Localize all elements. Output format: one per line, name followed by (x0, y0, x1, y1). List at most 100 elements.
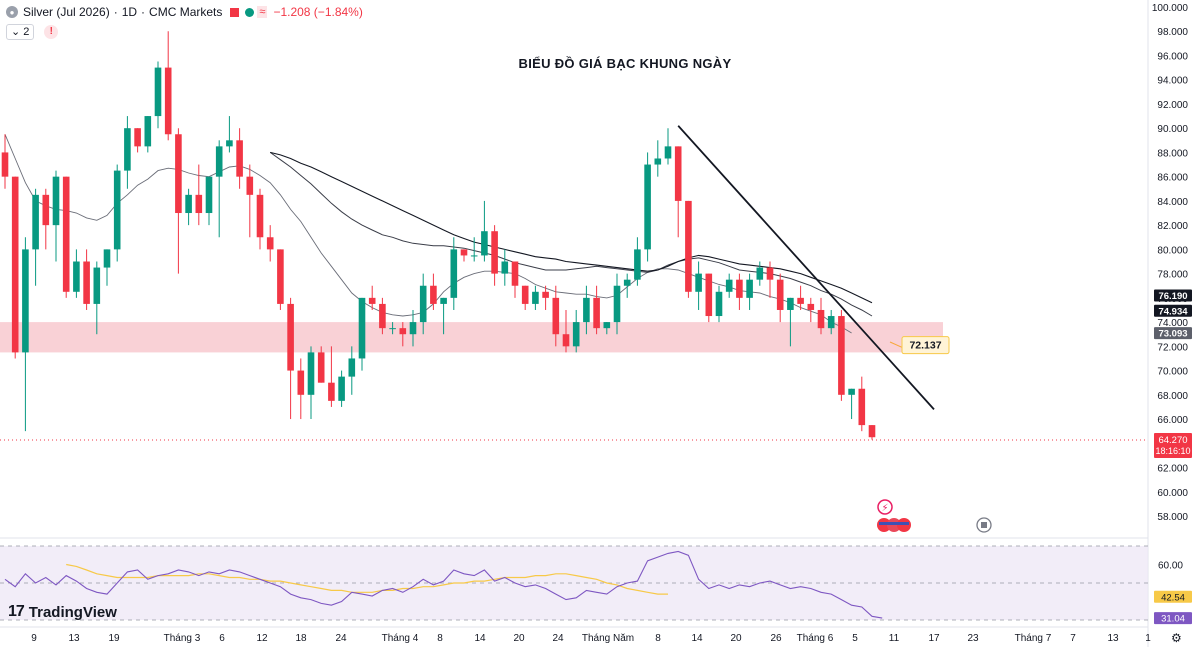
candle[interactable] (695, 273, 702, 292)
candle[interactable] (11, 176, 19, 353)
candle[interactable] (154, 67, 162, 117)
candle[interactable] (858, 388, 866, 426)
candle[interactable] (32, 194, 39, 250)
candle[interactable] (848, 388, 855, 395)
candle[interactable] (450, 249, 458, 298)
candle[interactable] (868, 425, 876, 438)
candle[interactable] (22, 249, 29, 353)
candle[interactable] (124, 128, 131, 171)
candle[interactable] (725, 279, 733, 292)
candle[interactable] (470, 255, 478, 257)
candle[interactable] (746, 279, 753, 298)
candle[interactable] (368, 297, 376, 304)
candle[interactable] (664, 146, 672, 159)
candle[interactable] (134, 128, 141, 147)
candle[interactable] (399, 328, 407, 335)
candle[interactable] (103, 249, 111, 268)
candle[interactable] (532, 291, 539, 304)
candle[interactable] (583, 297, 590, 323)
candle[interactable] (736, 279, 743, 298)
market-open-icon[interactable] (245, 7, 255, 17)
candle[interactable] (685, 200, 692, 292)
candle[interactable] (797, 297, 804, 304)
candle[interactable] (226, 140, 233, 147)
indicators-toggle[interactable]: ⌄ 2 (6, 24, 35, 40)
candle[interactable] (654, 158, 662, 165)
candle[interactable] (838, 316, 845, 395)
candle[interactable] (542, 291, 549, 298)
candle[interactable] (603, 322, 611, 329)
candle[interactable] (634, 249, 641, 280)
candle[interactable] (521, 285, 529, 304)
interval[interactable]: 1D (121, 5, 138, 19)
candle[interactable] (409, 322, 417, 335)
candle[interactable] (756, 267, 764, 280)
candle[interactable] (328, 382, 335, 401)
candle[interactable] (705, 273, 713, 317)
candle[interactable] (348, 358, 356, 377)
candle[interactable] (623, 279, 631, 286)
candle[interactable] (287, 303, 294, 371)
candle[interactable] (766, 267, 774, 280)
warning-icon[interactable]: ! (44, 25, 59, 39)
candle[interactable] (593, 297, 600, 329)
wave-icon[interactable]: ≈ (257, 6, 268, 18)
lightning-icon[interactable] (877, 499, 893, 515)
settings-gear-icon[interactable]: ⚙ (1171, 631, 1182, 645)
candle[interactable] (317, 352, 325, 383)
rsi-ma-line[interactable] (66, 563, 668, 595)
candle[interactable] (460, 249, 468, 256)
candle[interactable] (185, 194, 192, 214)
candle[interactable] (236, 140, 243, 177)
candle[interactable] (644, 164, 651, 250)
candle[interactable] (481, 231, 488, 256)
candle[interactable] (215, 146, 223, 177)
candle[interactable] (389, 328, 396, 330)
candle[interactable] (511, 261, 519, 286)
candle[interactable] (430, 285, 437, 304)
data-source[interactable]: CMC Markets (149, 5, 223, 19)
candle[interactable] (491, 231, 498, 274)
candle[interactable] (1, 152, 9, 177)
candle[interactable] (827, 316, 835, 329)
candle[interactable] (379, 303, 386, 329)
candle[interactable] (501, 261, 509, 274)
candle[interactable] (62, 176, 70, 292)
candle[interactable] (73, 261, 80, 292)
candle[interactable] (297, 370, 305, 395)
candle[interactable] (256, 194, 264, 238)
moving-average-line[interactable] (4, 134, 852, 334)
candle[interactable] (338, 376, 345, 401)
candle[interactable] (205, 176, 213, 214)
candle[interactable] (164, 67, 172, 135)
candle[interactable] (175, 134, 182, 214)
candle[interactable] (93, 267, 101, 304)
candle[interactable] (440, 297, 447, 304)
zone-price-tag[interactable] (901, 336, 950, 355)
candle[interactable] (277, 249, 284, 304)
candle[interactable] (562, 334, 570, 347)
candle[interactable] (307, 352, 315, 395)
flag-icon[interactable] (230, 7, 240, 17)
tradingview-logo[interactable]: 17 TradingView (8, 603, 117, 621)
instrument-name[interactable]: Silver (Jul 2026) (23, 5, 110, 19)
candle[interactable] (52, 176, 60, 226)
candle[interactable] (776, 279, 784, 310)
rsi-line[interactable] (4, 550, 883, 619)
candle[interactable] (246, 176, 254, 195)
candle[interactable] (552, 297, 560, 335)
candle[interactable] (817, 309, 825, 329)
candle[interactable] (787, 297, 794, 310)
candle[interactable] (715, 291, 723, 317)
candle[interactable] (613, 285, 621, 323)
candle[interactable] (83, 261, 90, 304)
candle[interactable] (807, 303, 815, 310)
candle[interactable] (572, 322, 580, 347)
candle[interactable] (42, 194, 50, 226)
candle[interactable] (144, 116, 152, 147)
candle[interactable] (195, 194, 203, 214)
candle[interactable] (266, 237, 274, 250)
candle[interactable] (419, 285, 427, 323)
candle[interactable] (358, 297, 366, 359)
